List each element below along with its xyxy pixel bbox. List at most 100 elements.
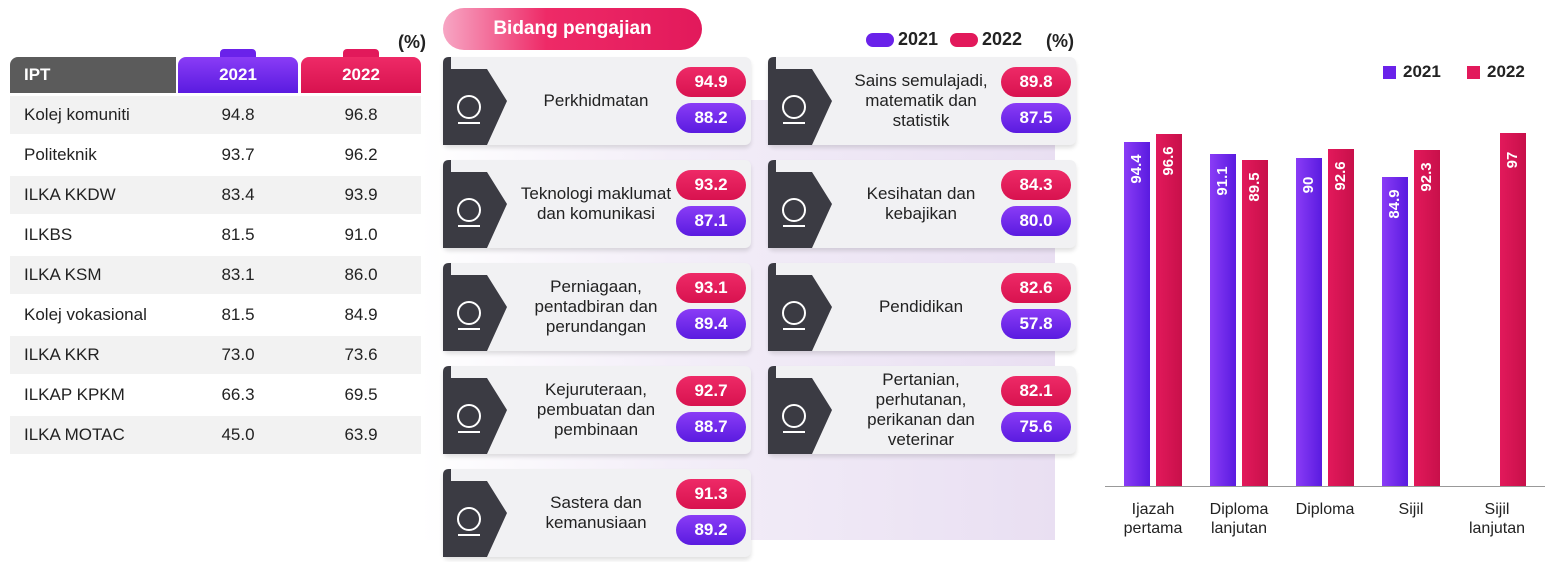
card-tab [768,366,832,454]
tab-shape [443,57,507,145]
value-cell: 69.5 [344,385,378,404]
value-2022: 94.9 [676,67,746,97]
header-cell: 2022 [301,57,421,93]
value-label: 94.4 [1128,154,1145,184]
x-tick-label: Ijazah pertama [1123,501,1183,537]
section-title: Bidang pengajian [443,8,702,50]
field-label: Kesihatan dan kebajikan [866,184,976,223]
name-cell: ILKBS [24,225,73,244]
card-tab [443,160,507,248]
header-tab [220,49,256,59]
x-tick-label: Diploma [1295,501,1355,518]
name-cell: ILKA KSM [24,265,102,284]
field-label: Kejuruteraan, pembuatan dan pembinaan [536,380,656,439]
value-cell: 93.9 [344,185,378,204]
row-bg [10,376,421,414]
name-cell: ILKAP KPKM [24,385,125,404]
baseline [1105,486,1545,487]
x-tick-label: Sijil lanjutan [1468,501,1526,537]
header-tab [343,49,379,59]
value-cell: 81.5 [221,305,255,324]
value-cell: 84.9 [344,305,378,324]
value-2021: 80.0 [1001,206,1071,236]
value-label: 89.5 [1246,172,1263,202]
x-tick-label: Diploma lanjutan [1209,501,1269,537]
value-cell: 96.8 [344,105,378,124]
field-card: Pendidikan 82.6 57.8 [768,263,1076,351]
name-cell: ILKA KKDW [24,185,116,204]
field-card: Kesihatan dan kebajikan 84.3 80.0 [768,160,1076,248]
value-cell: 81.5 [221,225,255,244]
tab-shape [768,366,832,454]
value-cell: 73.6 [344,345,378,364]
row-bg [10,416,421,454]
value-2022: 82.6 [1001,273,1071,303]
legend-label: 2021 [1403,62,1441,81]
field-label: Teknologi maklumat dan komunikasi [520,184,672,223]
bar [1296,158,1322,486]
row-bg [10,136,421,174]
value-2021: 75.6 [1001,412,1071,442]
unit-label: (%) [398,32,426,52]
value-cell: 83.1 [221,265,255,284]
value-2022: 84.3 [1001,170,1071,200]
name-cell: Kolej komuniti [24,105,130,124]
legend-label: 2021 [898,29,939,49]
x-tick-label: Sijil [1398,501,1424,518]
card-tab [443,57,507,145]
value-cell: 91.0 [344,225,378,244]
value-2022: 82.1 [1001,376,1071,406]
field-label: Pertanian, perhutanan, perikanan dan vet… [867,370,975,449]
legend-swatch [866,33,894,47]
value-2021: 88.7 [676,412,746,442]
legend-label: 2022 [1487,62,1525,81]
tab-shape [443,160,507,248]
value-2022: 91.3 [676,479,746,509]
row-bg [10,216,421,254]
unit-label: (%) [1046,31,1074,51]
bar [1156,134,1182,486]
card-tab [768,57,832,145]
card-tab [443,469,507,557]
bar [1500,132,1526,486]
name-cell: ILKA MOTAC [24,425,125,444]
legend-swatch [1467,66,1480,79]
value-2021: 89.2 [676,515,746,545]
value-cell: 86.0 [344,265,378,284]
card-tab [768,263,832,351]
row-bg [10,336,421,374]
legend-label: 2022 [982,29,1023,49]
value-label: 92.6 [1332,161,1349,191]
value-cell: 94.8 [221,105,255,124]
value-cell: 93.7 [221,145,255,164]
value-2021: 57.8 [1001,309,1071,339]
bar [1242,160,1268,486]
tab-shape [768,263,832,351]
row-bg [10,256,421,294]
field-card: Sains semulajadi, matematik dan statisti… [768,57,1076,145]
value-2022: 93.2 [676,170,746,200]
tab-shape [443,366,507,454]
bar [1210,154,1236,486]
field-label: Sastera dan kemanusiaan [545,493,647,532]
value-2022: 93.1 [676,273,746,303]
value-2021: 88.2 [676,103,746,133]
card-tab [443,366,507,454]
bar [1328,148,1354,486]
field-card: Pertanian, perhutanan, perikanan dan vet… [768,366,1076,454]
value-cell: 73.0 [221,345,255,364]
field-label: Perkhidmatan [543,91,649,110]
field-card: Perniagaan, pentadbiran dan perundangan 9… [443,263,751,351]
name-cell: Politeknik [24,145,97,164]
value-cell: 66.3 [221,385,255,404]
value-cell: 96.2 [344,145,378,164]
bar [1414,150,1440,486]
tab-shape [443,469,507,557]
name-cell: ILKA KKR [24,345,100,364]
header-cell: 2021 [178,57,298,93]
tab-shape [768,57,832,145]
value-label: 97 [1504,151,1521,169]
value-2021: 89.4 [676,309,746,339]
field-label: Sains semulajadi, matematik dan statisti… [854,71,988,130]
